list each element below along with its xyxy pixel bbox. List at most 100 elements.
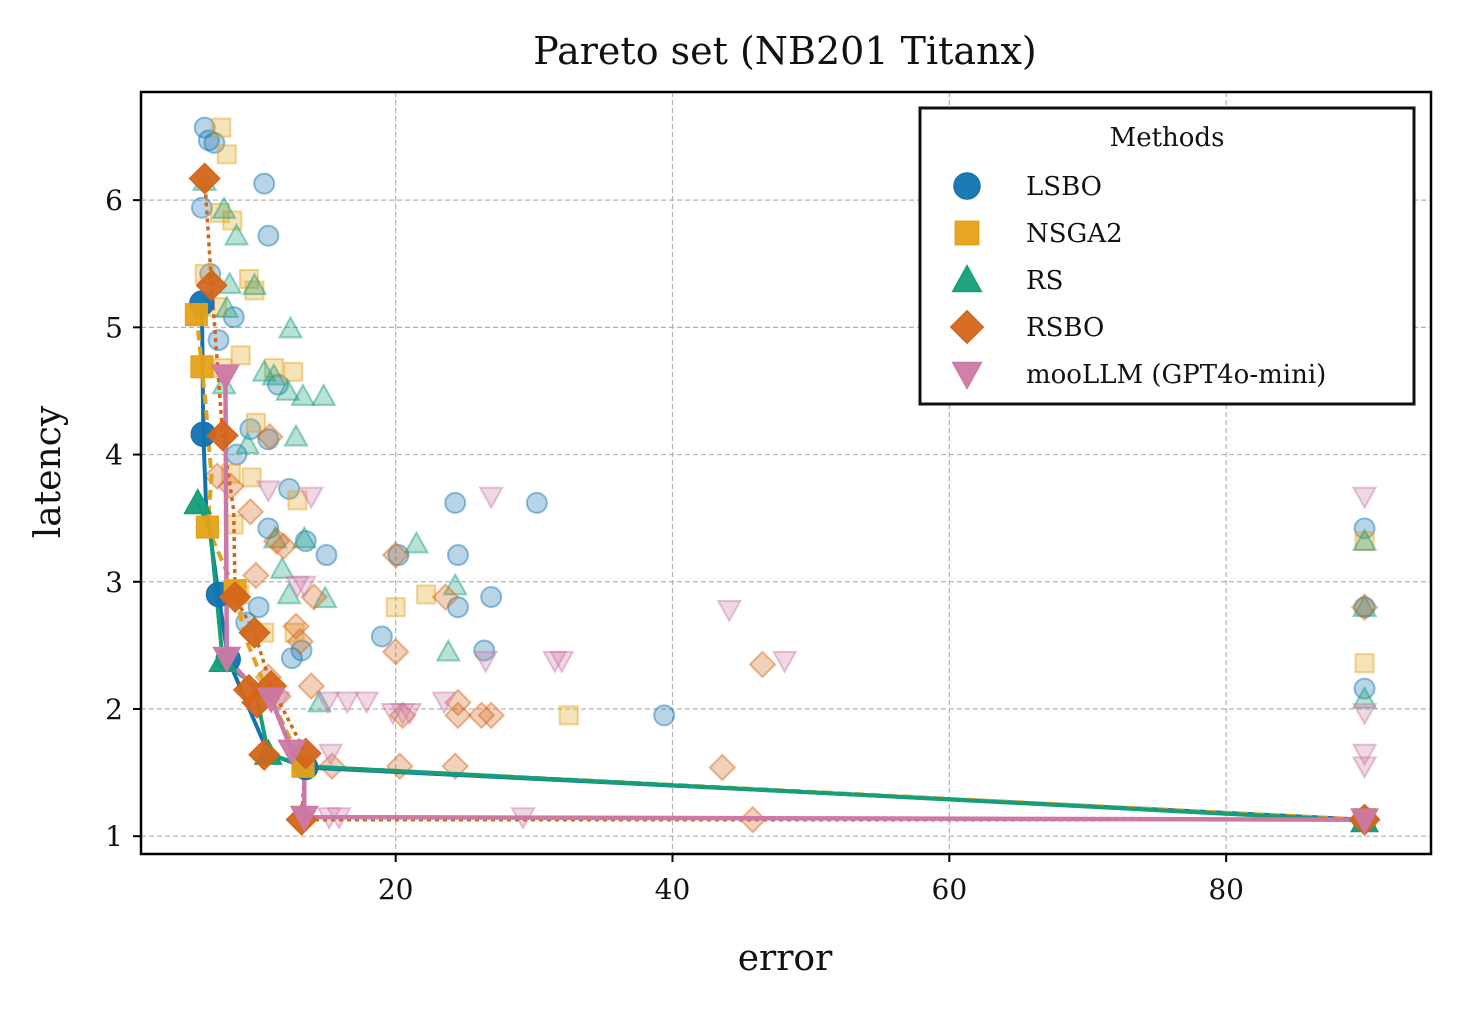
- legend-entries: LSBO NSGA2 RS RSBO mooLLM (GPT4o-mini): [949, 172, 1326, 390]
- point-lsbo: [257, 517, 280, 540]
- pareto-point-moollm-gpt4o-mini: [212, 646, 242, 673]
- ticks-layer: 20 40 60 80 1 2 3 4 5 6: [105, 184, 1244, 906]
- point-rs: [312, 585, 338, 609]
- legend-marker-rsbo: [949, 309, 985, 345]
- point-lsbo: [294, 530, 317, 553]
- point-rsbo: [381, 637, 410, 666]
- point-moollm-gpt4o-mini: [255, 480, 282, 504]
- point-moollm-gpt4o-mini: [549, 650, 575, 674]
- series-layer: [183, 116, 1381, 836]
- point-moollm-gpt4o-mini: [298, 486, 324, 510]
- point-lsbo: [444, 491, 467, 514]
- legend-label-moollm-gpt4o-mini: mooLLM (GPT4o-mini): [1026, 360, 1326, 390]
- point-moollm-gpt4o-mini: [472, 650, 499, 674]
- point-nsga2: [241, 467, 262, 488]
- point-lsbo: [473, 639, 496, 662]
- y-tick-label: 2: [105, 693, 123, 726]
- point-rsbo: [388, 701, 417, 730]
- point-rsbo: [444, 688, 472, 717]
- point-moollm-gpt4o-mini: [1351, 743, 1378, 767]
- point-rsbo: [431, 583, 460, 611]
- point-lsbo: [193, 116, 216, 139]
- pareto-point-rsbo: [206, 419, 239, 452]
- point-rsbo: [708, 753, 737, 782]
- point-nsga2: [385, 597, 406, 618]
- point-lsbo: [278, 477, 301, 500]
- point-nsga2: [216, 144, 237, 165]
- pareto-point-moollm-gpt4o-mini: [277, 739, 307, 766]
- legend-marker-nsga2: [954, 220, 980, 246]
- point-moollm-gpt4o-mini: [478, 486, 504, 510]
- y-tick-label: 3: [105, 566, 123, 599]
- legend-marker-moollm-gpt4o-mini: [951, 361, 983, 390]
- y-tick-label: 1: [105, 820, 123, 853]
- point-nsga2: [1354, 653, 1375, 674]
- point-rs: [223, 222, 250, 246]
- pareto-point-moollm-gpt4o-mini: [256, 687, 286, 714]
- point-rs: [442, 572, 468, 596]
- point-moollm-gpt4o-mini: [315, 691, 341, 715]
- x-tick-label: 60: [932, 873, 968, 906]
- point-rsbo: [241, 561, 270, 590]
- point-lsbo: [197, 129, 220, 152]
- pareto-point-moollm-gpt4o-mini: [1350, 808, 1380, 835]
- point-rsbo: [467, 701, 496, 730]
- point-rs: [1351, 685, 1378, 709]
- point-lsbo: [315, 544, 338, 567]
- point-rsbo: [269, 532, 298, 561]
- point-lsbo: [370, 625, 393, 648]
- point-lsbo: [480, 586, 503, 609]
- y-tick-label: 4: [105, 439, 123, 472]
- point-moollm-gpt4o-mini: [1351, 486, 1378, 510]
- point-moollm-gpt4o-mini: [431, 691, 457, 715]
- point-rsbo: [381, 541, 410, 569]
- point-rs: [306, 689, 333, 713]
- pareto-point-nsga2: [184, 303, 208, 327]
- point-lsbo: [207, 329, 230, 352]
- point-nsga2: [244, 280, 265, 301]
- point-moollm-gpt4o-mini: [317, 743, 344, 767]
- point-lsbo: [290, 639, 313, 662]
- pareto-point-nsga2: [195, 515, 219, 539]
- point-rsbo: [748, 650, 777, 679]
- point-lsbo: [446, 596, 469, 619]
- point-rs: [251, 358, 277, 382]
- point-moollm-gpt4o-mini: [389, 702, 416, 726]
- point-rs: [283, 423, 309, 447]
- point-rsbo: [236, 497, 265, 526]
- legend-label-nsga2: NSGA2: [1026, 219, 1123, 249]
- point-nsga2: [209, 202, 230, 223]
- point-rs: [291, 525, 318, 549]
- point-nsga2: [222, 210, 243, 231]
- point-rsbo: [385, 752, 414, 781]
- point-nsga2: [287, 490, 308, 511]
- point-rsbo: [282, 612, 310, 641]
- point-lsbo: [1353, 517, 1376, 540]
- point-nsga2: [1354, 531, 1375, 552]
- point-nsga2: [284, 622, 305, 643]
- x-tick-label: 40: [655, 873, 691, 906]
- series-rs-points: [191, 167, 1378, 713]
- point-rs: [290, 382, 316, 406]
- legend-label-rs: RS: [1026, 266, 1063, 296]
- point-rsbo: [297, 672, 326, 700]
- legend-label-rsbo: RSBO: [1026, 313, 1104, 343]
- x-tick-label: 20: [378, 873, 414, 906]
- point-rs: [311, 382, 337, 406]
- point-rs: [435, 638, 461, 662]
- point-lsbo: [387, 544, 410, 567]
- pareto-line-nsga2: [194, 314, 1365, 822]
- point-nsga2: [211, 117, 232, 138]
- pareto-point-rsbo: [238, 616, 271, 649]
- point-rs: [211, 195, 237, 219]
- x-tick-label: 80: [1208, 873, 1244, 906]
- y-axis-label: latency: [28, 405, 69, 538]
- point-nsga2: [263, 358, 284, 379]
- point-rsbo: [477, 701, 506, 730]
- series-moollm-gpt4o-mini-points: [255, 480, 1378, 831]
- point-rs: [277, 315, 304, 339]
- point-moollm-gpt4o-mini: [396, 702, 423, 726]
- legend-title: Methods: [1110, 123, 1225, 153]
- point-rs: [234, 431, 261, 455]
